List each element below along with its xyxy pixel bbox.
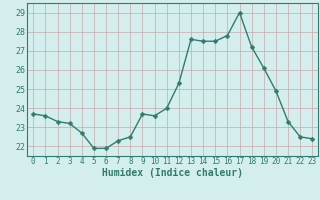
X-axis label: Humidex (Indice chaleur): Humidex (Indice chaleur) [102,168,243,178]
